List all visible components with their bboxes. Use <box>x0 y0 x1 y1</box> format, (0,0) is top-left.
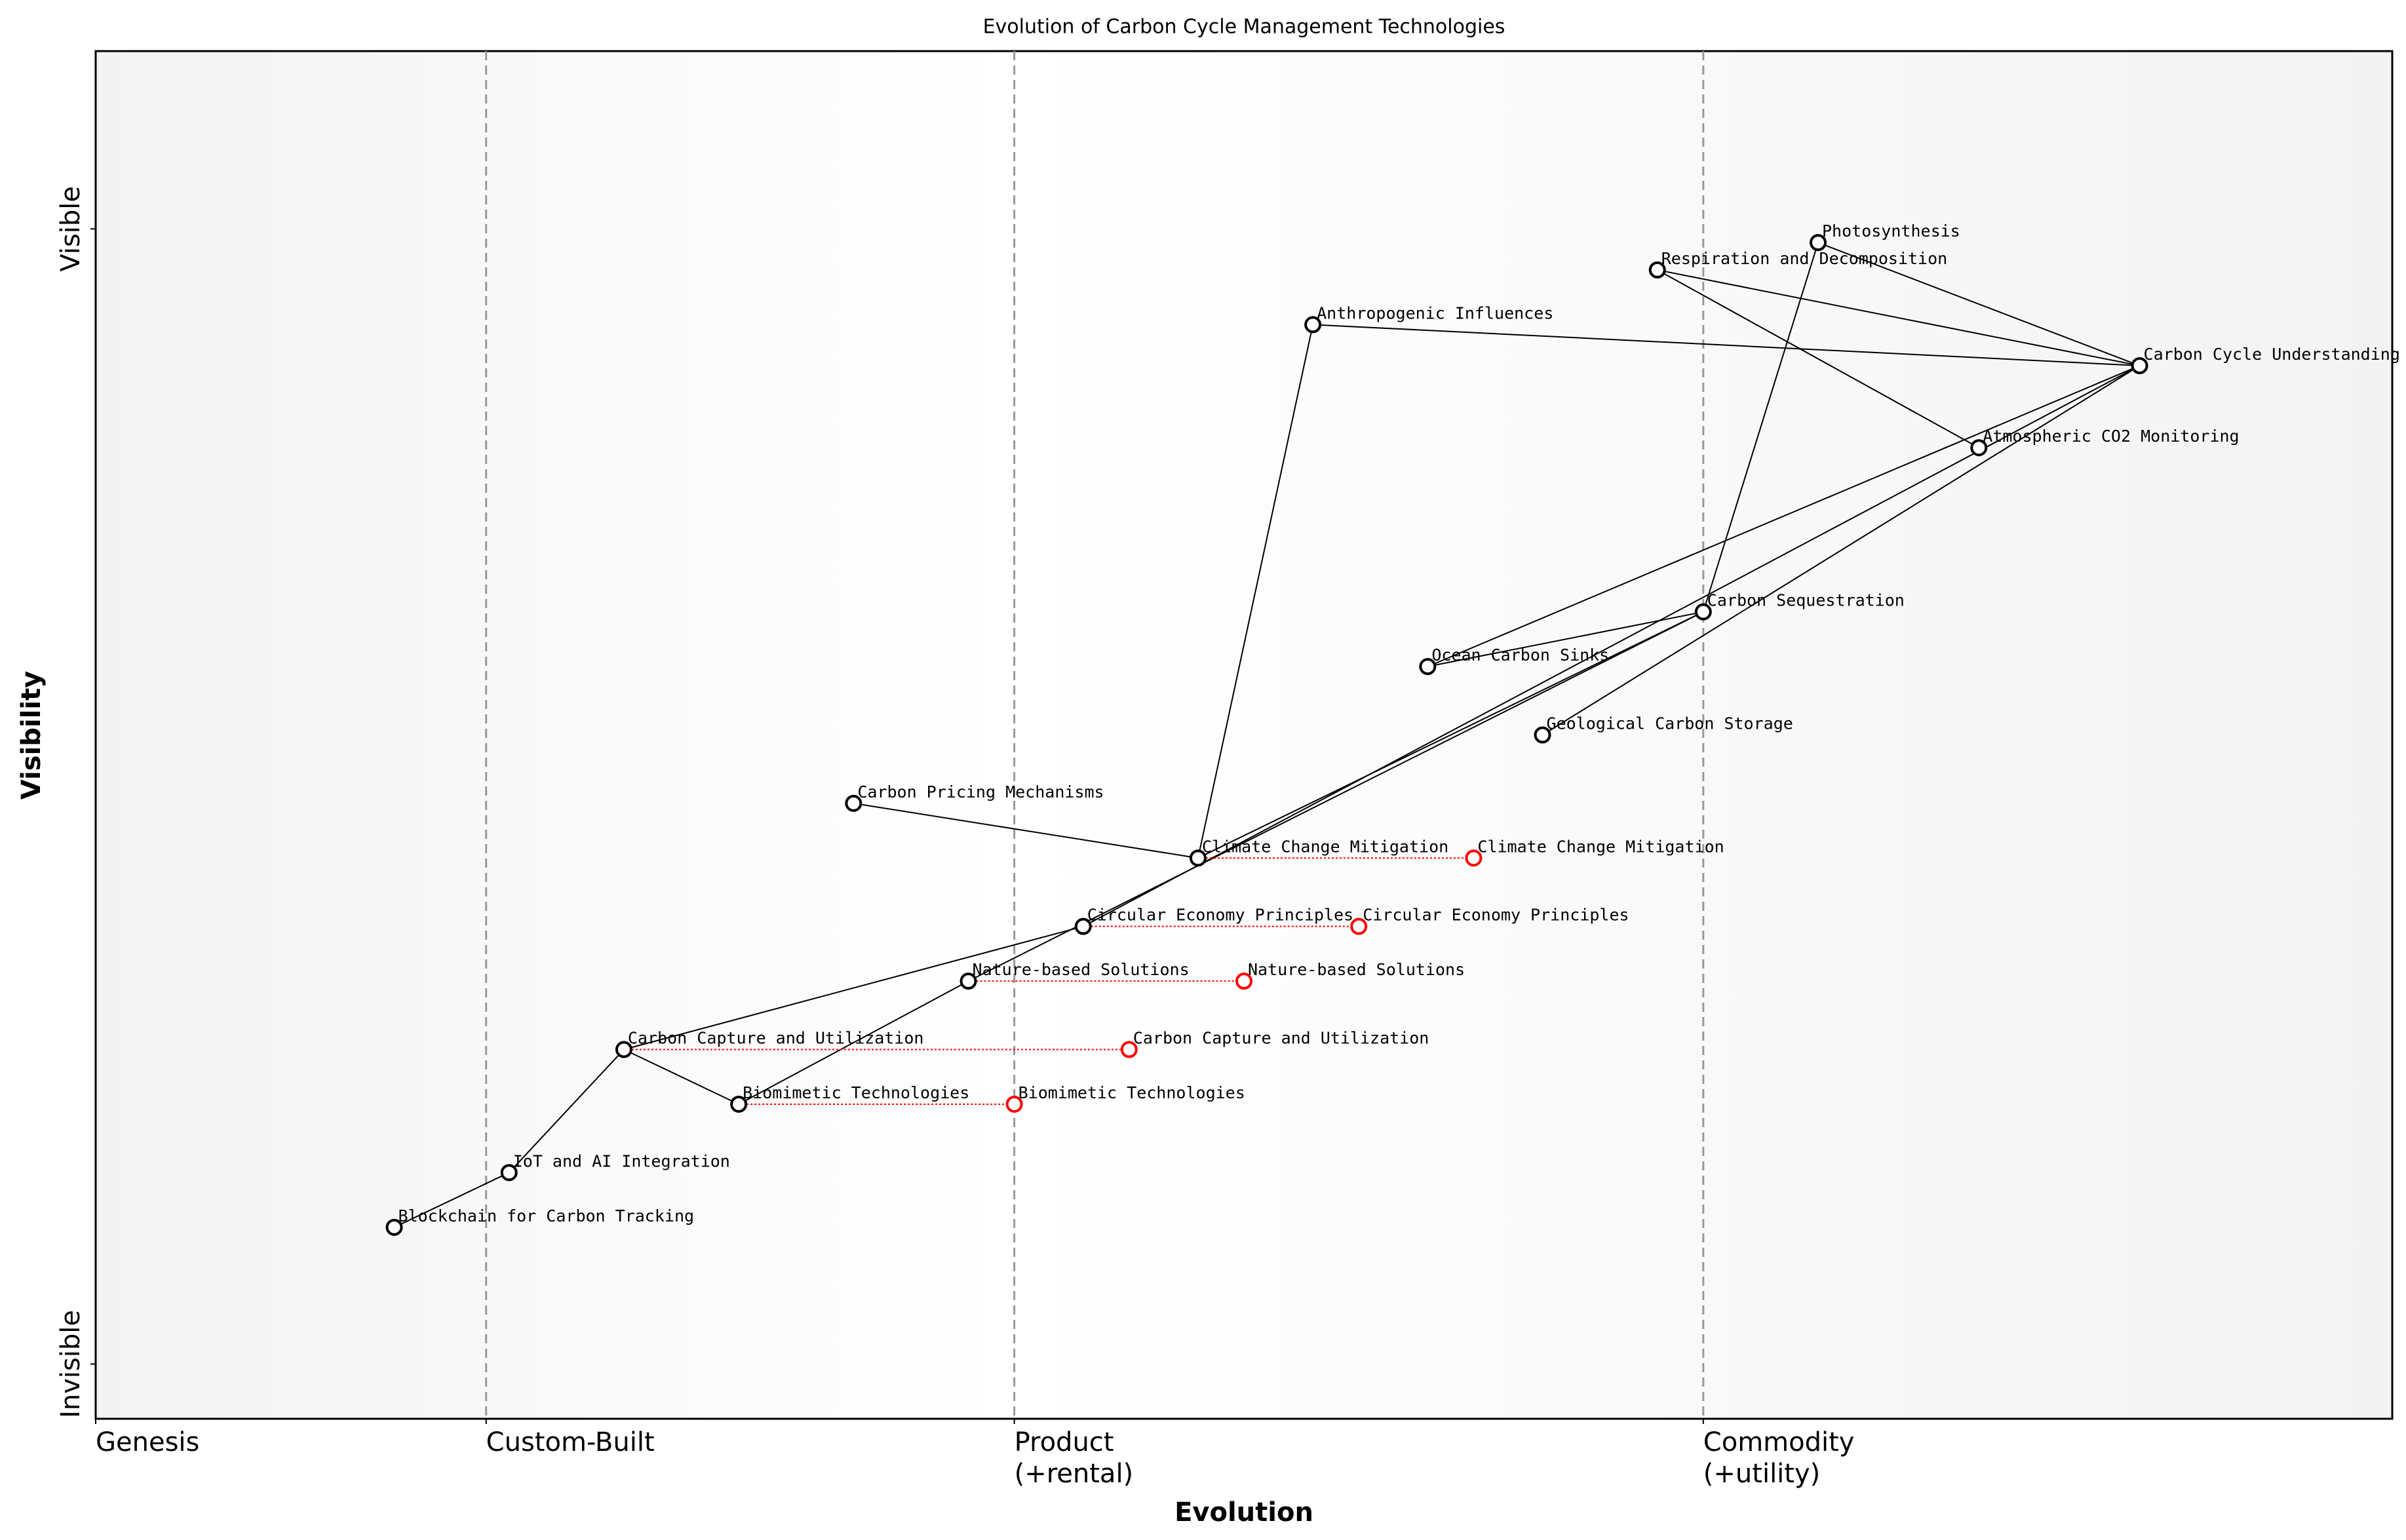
link <box>508 1049 625 1174</box>
component <box>730 1095 748 1113</box>
y-tick-label: Invisible <box>56 1310 86 1418</box>
component <box>615 1041 632 1058</box>
evolved-label: Carbon Capture and Utilization <box>1133 1029 1429 1048</box>
evolved-label: Nature-based Solutions <box>1248 960 1465 979</box>
link <box>1427 611 1703 668</box>
component <box>1648 261 1666 279</box>
evolved-component <box>1005 1095 1023 1113</box>
component <box>1970 439 1988 457</box>
x-tick-label: Custom-Built <box>486 1427 655 1457</box>
component <box>500 1164 518 1182</box>
link <box>853 802 1199 859</box>
link <box>1197 611 1704 859</box>
link <box>1702 242 1819 612</box>
x-axis-title: Evolution <box>1174 1497 1313 1528</box>
component-label: Climate Change Mitigation <box>1202 837 1448 856</box>
component <box>1419 658 1437 676</box>
component-label: Blockchain for Carbon Tracking <box>398 1206 695 1225</box>
component <box>960 972 977 990</box>
link <box>394 1172 510 1228</box>
y-tick-label: Visible <box>56 186 86 272</box>
component <box>1189 849 1207 867</box>
component-label: Carbon Capture and Utilization <box>628 1029 924 1048</box>
link <box>968 611 1704 982</box>
component-label: Biomimetic Technologies <box>743 1083 969 1102</box>
evolved-component <box>1120 1041 1138 1058</box>
component-label: Nature-based Solutions <box>973 960 1190 979</box>
component-label: Circular Economy Principles <box>1087 906 1353 925</box>
evolved-label: Biomimetic Technologies <box>1019 1083 1245 1102</box>
link <box>1197 324 1314 858</box>
component <box>1304 316 1322 334</box>
component <box>1074 917 1092 935</box>
link <box>1542 365 2141 736</box>
component-label: Anthropogenic Influences <box>1317 303 1553 322</box>
component-label: Respiration and Decomposition <box>1661 249 1948 268</box>
link <box>623 1049 739 1105</box>
link <box>1427 365 2140 668</box>
component-label: Photosynthesis <box>1822 221 1960 241</box>
component-label: Geological Carbon Storage <box>1547 714 1793 733</box>
link <box>738 980 969 1105</box>
component-label: Carbon Pricing Mechanisms <box>857 782 1104 801</box>
link <box>1657 269 1979 449</box>
link <box>1083 365 2141 927</box>
plot-area <box>94 50 2394 1420</box>
link <box>1313 324 2140 367</box>
component-label: IoT and AI Integration <box>513 1151 730 1170</box>
component <box>2131 357 2148 375</box>
link <box>1817 242 2140 366</box>
y-axis-title: Visibility <box>16 671 47 799</box>
component <box>1534 726 1551 744</box>
component <box>1694 603 1712 621</box>
chart-title: Evolution of Carbon Cycle Management Tec… <box>983 16 1505 39</box>
x-tick-label: Commodity (+utility) <box>1703 1427 1855 1489</box>
evolved-component <box>1350 917 1368 935</box>
evolved-component <box>1465 849 1483 867</box>
component-label: Atmospheric CO2 Monitoring <box>1983 427 2239 446</box>
component-label: Carbon Cycle Understanding <box>2144 345 2400 364</box>
evolved-component <box>1235 972 1252 990</box>
component <box>1810 234 1827 252</box>
link <box>1657 269 2140 366</box>
x-tick-label: Genesis <box>96 1427 200 1457</box>
x-tick-label: Product (+rental) <box>1014 1427 1134 1489</box>
evolved-label: Climate Change Mitigation <box>1477 837 1724 856</box>
component-label: Carbon Sequestration <box>1707 591 1905 610</box>
evolved-label: Circular Economy Principles <box>1363 906 1629 925</box>
component <box>845 794 863 812</box>
component-label: Ocean Carbon Sinks <box>1431 645 1609 664</box>
component <box>385 1218 403 1236</box>
link <box>623 925 1083 1050</box>
